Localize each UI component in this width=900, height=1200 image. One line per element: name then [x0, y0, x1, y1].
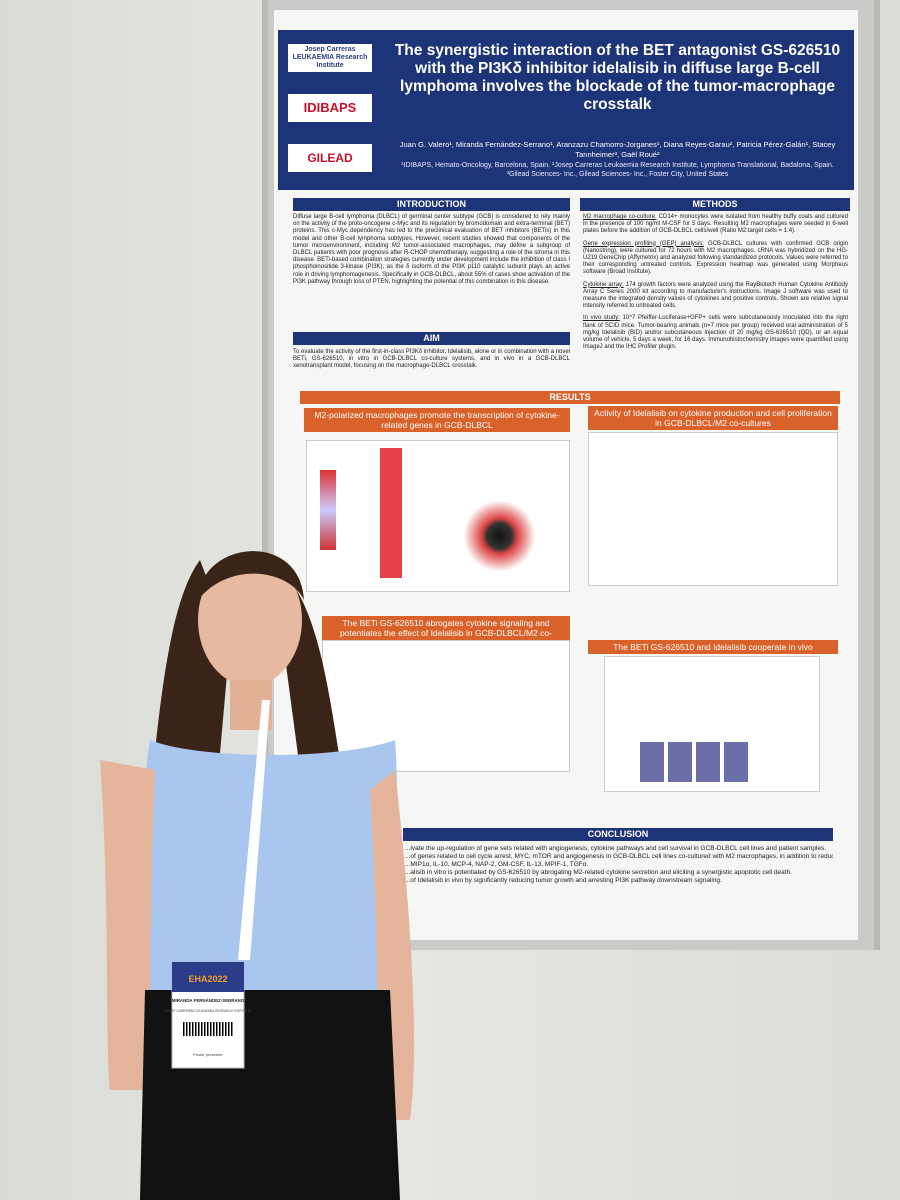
lanyard	[238, 700, 270, 960]
method-text: GCB-DLBCL cultures with confirmed GCB or…	[583, 240, 848, 276]
conclusion-line: ...of genes related to cell cycle arrest…	[405, 853, 833, 860]
figure	[588, 432, 838, 586]
arm	[100, 760, 155, 1090]
result-heading: Activity of Idelalisib on cytokine produ…	[588, 406, 838, 430]
method-label: M2 macrophage co-culture:	[583, 214, 657, 220]
hair	[198, 551, 304, 600]
badge-name: MIRANDA FERNÁNDEZ-SERRANO	[172, 998, 245, 1003]
method-item: Gene expression profiling (GEP) analysis…	[583, 241, 848, 277]
affiliation: ¹IDIBAPS, Hemato-Oncology, Barcelona, Sp…	[401, 162, 834, 169]
poster-title: The synergistic interaction of the BET a…	[394, 42, 841, 113]
authors: Juan G. Valero¹, Miranda Fernández-Serra…	[399, 140, 836, 159]
result-heading: The BETi GS-626510 and Idelalisib cooper…	[588, 640, 838, 654]
conclusion-line: ...MIP1α, IL-10, MCP-4, NAP-2, GM-CSF, I…	[405, 861, 589, 868]
section-heading: RESULTS	[300, 391, 840, 404]
logo: GILEAD	[288, 144, 372, 172]
badge-header	[172, 962, 244, 992]
heatmap	[320, 470, 336, 550]
section-heading: AIM	[293, 332, 570, 345]
method-label: Gene expression profiling (GEP) analysis…	[583, 240, 704, 247]
aim-text: To evaluate the activity of the first-in…	[293, 349, 570, 370]
method-text: 10^7 Pfeiffer-Luciferase+GFP+ cells were…	[583, 315, 848, 351]
section-heading: INTRODUCTION	[293, 198, 570, 211]
result-heading: M2-polarized macrophages promote the tra…	[304, 408, 570, 432]
barcode	[182, 1022, 234, 1036]
method-text: 174 growth factors were analyzed using t…	[583, 281, 848, 310]
methods: M2 macrophage co-culture: CD14+ monocyte…	[583, 214, 848, 351]
heatmap	[380, 448, 402, 578]
poster-header	[278, 30, 854, 190]
method-item: M2 macrophage co-culture: CD14+ monocyte…	[583, 214, 848, 236]
method-label: Cytokine array:	[583, 281, 624, 288]
method-text: CD14+ monocytes were isolated from healt…	[583, 214, 848, 235]
conclusion: ...ivate the up-regulation of gene sets …	[405, 845, 833, 885]
logo: IDIBAPS	[288, 94, 372, 122]
badge-event: EHA2022	[188, 974, 227, 984]
method-item: Cytokine array: 174 growth factors were …	[583, 282, 848, 311]
blouse	[142, 740, 398, 990]
method-item: In vivo study: 10^7 Pfeiffer-Luciferase+…	[583, 315, 848, 351]
badge-role: Poster presenter	[193, 1052, 223, 1057]
volcano-plot	[450, 470, 560, 580]
logo: Josep Carreras LEUKAEMIA Research Instit…	[288, 44, 372, 72]
affiliation: ³Gilead Sciences- Inc., Gilead Sciences-…	[506, 171, 729, 178]
intro-text: Diffuse large B-cell lymphoma (DLBCL) of…	[293, 214, 570, 285]
badge-institution: JOSEP CARRERAS LEUKAEMIA RESEARCH INSTIT…	[165, 1009, 253, 1013]
conclusion-line: ...alisib in vitro is potentiated by GS-…	[405, 869, 792, 876]
face	[198, 554, 302, 686]
section-heading: CONCLUSION	[403, 828, 833, 841]
conclusion-line: ...of Idelalisib in vivo by significantl…	[405, 877, 722, 884]
method-label: In vivo study:	[583, 315, 620, 322]
ihc-images	[640, 742, 750, 782]
section-heading: METHODS	[580, 198, 850, 211]
conclusion-line: ...ivate the up-regulation of gene sets …	[405, 845, 827, 852]
